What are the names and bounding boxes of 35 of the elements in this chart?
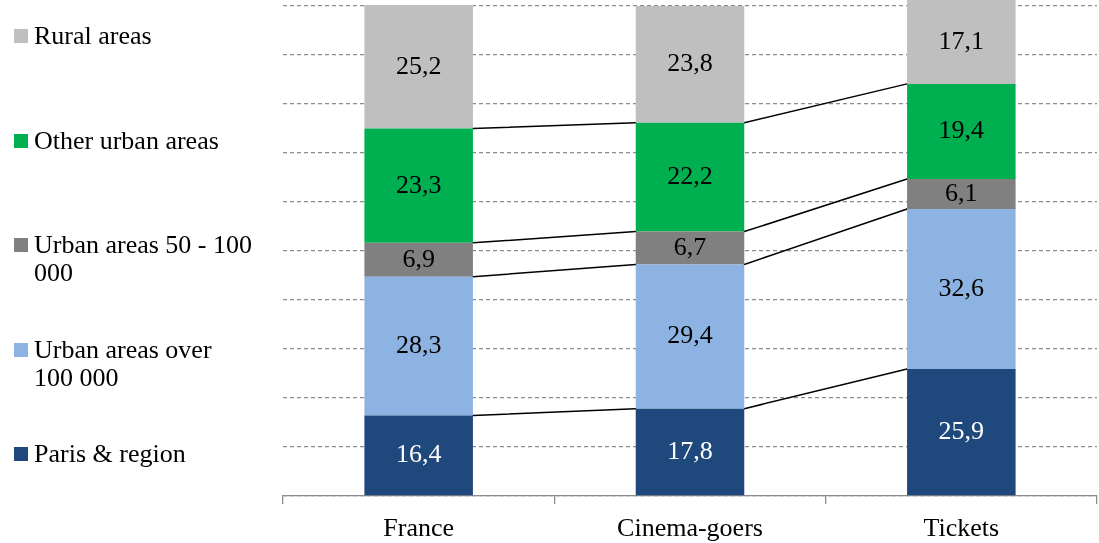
bar: [907, 0, 1016, 84]
bar: [364, 276, 473, 416]
data-label: 17,8: [667, 435, 713, 465]
legend-label: Urban areas over 100 000: [34, 334, 213, 392]
data-label: 22,2: [667, 160, 713, 190]
data-label: 23,8: [667, 48, 713, 78]
bar: [635, 5, 745, 123]
x-tick-label: France: [383, 513, 455, 543]
data-label: 19,4: [938, 115, 985, 145]
data-label: 17,1: [938, 25, 985, 55]
bar: [907, 209, 1016, 369]
bar: [364, 415, 473, 496]
bar: [364, 4, 473, 129]
data-label: 28,3: [395, 329, 442, 359]
x-tick-label: Cinema-goers: [617, 513, 763, 543]
bar: [635, 122, 745, 232]
data-label: 25,2: [395, 50, 442, 80]
bar: [635, 264, 745, 409]
legend-label: Urban areas 50 - 100 000: [34, 230, 254, 287]
data-label: 6,9: [402, 243, 435, 273]
x-tick-label: Tickets: [923, 513, 1000, 543]
legend-label: Other urban areas: [34, 125, 220, 155]
data-label: 25,9: [938, 415, 985, 445]
bar: [907, 368, 1016, 496]
bar: [635, 408, 745, 496]
bar: [364, 128, 473, 243]
data-label: 32,6: [938, 272, 985, 302]
data-label: 29,4: [667, 320, 713, 350]
bar: [907, 83, 1016, 180]
legend-label: Rural areas: [34, 21, 153, 50]
legend-label: Paris & region: [34, 439, 187, 468]
data-label: 6,1: [945, 177, 978, 207]
data-label: 23,3: [395, 169, 442, 199]
data-label: 16,4: [395, 439, 442, 469]
data-label: 6,7: [673, 231, 707, 261]
